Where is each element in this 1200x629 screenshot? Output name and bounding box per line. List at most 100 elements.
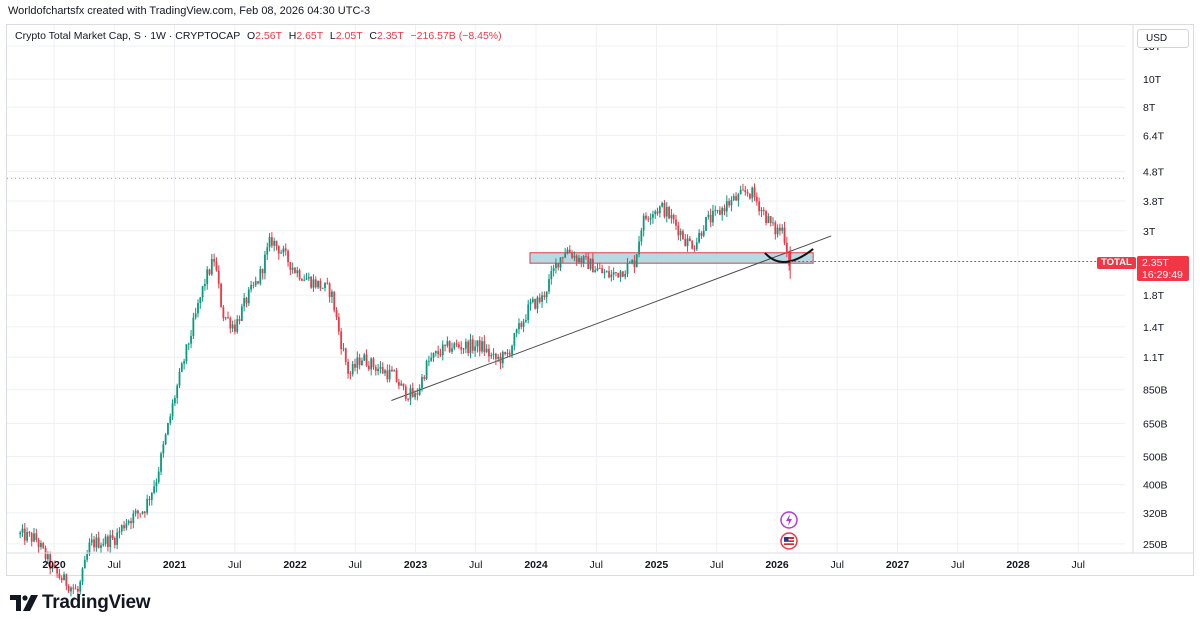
symbol-legend[interactable]: Crypto Total Market Cap, S · 1W · CRYPTO… <box>15 30 502 42</box>
candle-body <box>317 280 319 288</box>
candle-body <box>53 564 56 568</box>
candle-body <box>252 285 255 286</box>
candle-body <box>310 276 313 288</box>
legend-high-label: H <box>288 30 297 42</box>
time-tick-label: 2028 <box>1006 559 1030 571</box>
price-tick-label: 850B <box>1143 385 1168 397</box>
candle-body <box>97 537 100 548</box>
time-tick-label: Jul <box>108 559 121 571</box>
candle-body <box>83 559 86 569</box>
candle-body <box>243 298 246 307</box>
candle-body <box>358 357 361 365</box>
tradingview-logo[interactable]: TradingView <box>10 592 151 614</box>
candle-body <box>409 388 412 400</box>
candle-body <box>250 285 252 290</box>
candle-body <box>67 585 70 592</box>
candle-body <box>536 297 539 309</box>
candle-body <box>437 351 440 355</box>
candle-body <box>342 348 345 350</box>
price-tick-label: 10T <box>1143 74 1162 86</box>
us-flag-event-icon[interactable] <box>780 532 798 550</box>
chart-credit-header: Worldofchartsfx created with TradingView… <box>8 5 371 17</box>
candle-body <box>363 354 366 361</box>
candle-body <box>372 358 375 368</box>
candle-body <box>42 542 45 548</box>
candle-body <box>37 540 40 547</box>
candle-body <box>647 218 650 220</box>
candle-body <box>518 323 520 330</box>
candle-body <box>753 187 756 197</box>
candle-body <box>723 208 726 212</box>
candle-body <box>229 317 232 329</box>
candle-body <box>367 365 370 370</box>
candle-body <box>418 388 421 395</box>
candle-body <box>381 366 384 374</box>
candle-body <box>116 532 119 545</box>
hand-drawn-curve[interactable] <box>764 248 814 263</box>
chart-pane[interactable] <box>6 24 1194 576</box>
candle-body <box>127 521 130 524</box>
candle-body <box>21 528 24 533</box>
legend-close-value: 2.35T <box>376 30 404 42</box>
candle-body <box>751 187 754 199</box>
candle-body <box>444 344 446 346</box>
candle-body <box>23 528 26 541</box>
candle-body <box>571 253 573 258</box>
currency-button[interactable]: USD <box>1137 29 1189 48</box>
candle-body <box>564 253 567 258</box>
support-zone-rect[interactable] <box>529 252 814 264</box>
candle-body <box>469 339 472 354</box>
candle-body <box>638 241 640 255</box>
price-axis: 13T10T8T6.4T4.8T3.8T3T1.8T1.4T1.1T850B65… <box>1132 25 1168 553</box>
legend-open-label: O <box>246 30 256 42</box>
price-tick-label: 6.4T <box>1143 130 1165 142</box>
candle-body <box>130 521 132 524</box>
grid <box>7 25 1125 553</box>
candle-body <box>591 258 594 273</box>
candle-body <box>682 231 684 239</box>
candle-body <box>167 422 169 435</box>
legend-low-value: 2.05T <box>335 30 363 42</box>
candle-body <box>70 587 72 592</box>
candle-body <box>561 257 564 259</box>
candle-body <box>608 271 610 278</box>
candle-body <box>280 252 283 254</box>
candle-body <box>589 258 592 269</box>
candle-body <box>538 297 541 302</box>
candle-body <box>298 270 301 280</box>
candle-body <box>35 533 38 541</box>
candle-body <box>594 270 597 273</box>
candle-body <box>742 189 744 191</box>
price-tick-label: 250B <box>1143 539 1168 551</box>
candle-body <box>361 360 363 365</box>
candle-body <box>545 291 548 298</box>
candle-body <box>645 215 647 219</box>
time-tick-label: Jul <box>228 559 241 571</box>
candle-body <box>767 216 770 224</box>
candle-body <box>494 353 497 359</box>
candle-body <box>474 346 476 351</box>
candle-body <box>675 219 677 226</box>
candle-body <box>492 353 495 355</box>
candle-body <box>568 249 571 254</box>
candle-body <box>162 444 165 454</box>
candle-body <box>615 272 617 273</box>
candle-body <box>705 216 707 231</box>
candle-body <box>416 393 419 395</box>
trendline[interactable] <box>391 235 832 401</box>
candle-body <box>707 214 710 217</box>
candle-body <box>294 267 296 274</box>
candle-body <box>194 313 197 318</box>
candle-body <box>400 383 403 386</box>
candle-body <box>421 377 423 389</box>
candle-body <box>324 282 326 289</box>
candle-body <box>573 255 576 258</box>
candle-body <box>488 348 490 357</box>
candle-body <box>33 533 35 542</box>
candle-body <box>527 304 530 321</box>
candle-body <box>192 317 195 337</box>
candle-body <box>183 361 186 364</box>
lightning-event-icon[interactable] <box>780 511 798 529</box>
candle-body <box>51 564 54 569</box>
